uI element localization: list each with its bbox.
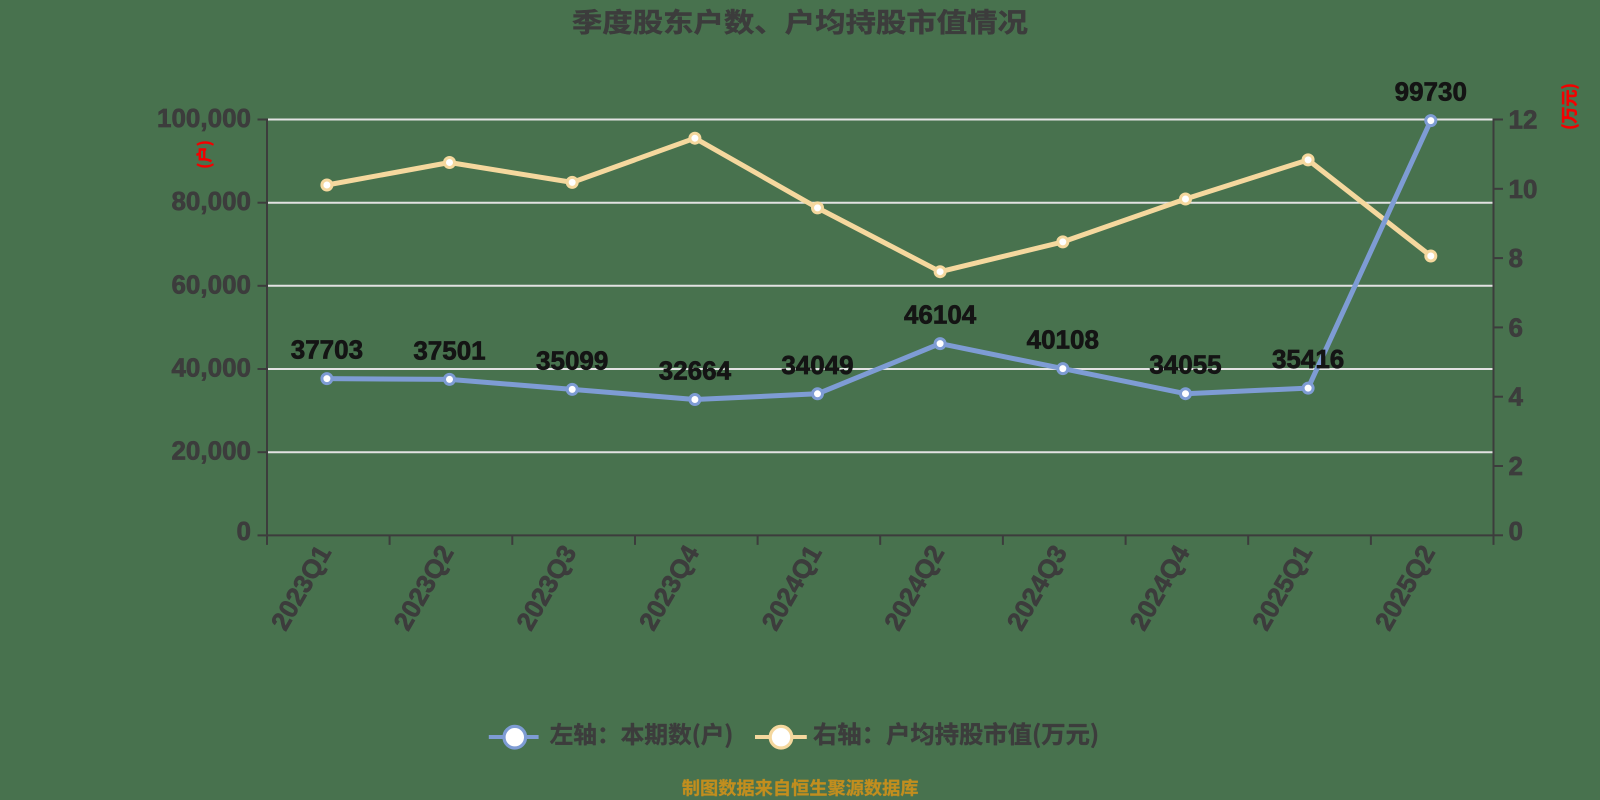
svg-text:100,000: 100,000 xyxy=(157,103,251,133)
svg-text:12: 12 xyxy=(1509,105,1538,135)
svg-text:34049: 34049 xyxy=(781,350,853,380)
svg-text:2024Q2: 2024Q2 xyxy=(878,540,950,635)
svg-text:6: 6 xyxy=(1509,312,1523,342)
svg-text:4: 4 xyxy=(1509,382,1524,412)
svg-text:99730: 99730 xyxy=(1395,77,1467,107)
svg-text:10: 10 xyxy=(1509,174,1538,204)
svg-text:2025Q1: 2025Q1 xyxy=(1246,540,1318,635)
svg-text:0: 0 xyxy=(1509,516,1523,546)
svg-text:2023Q4: 2023Q4 xyxy=(633,540,706,636)
svg-text:2: 2 xyxy=(1509,451,1523,481)
svg-text:37703: 37703 xyxy=(291,335,363,365)
svg-text:2025Q2: 2025Q2 xyxy=(1369,540,1441,635)
svg-text:34055: 34055 xyxy=(1149,350,1221,380)
svg-text:2024Q3: 2024Q3 xyxy=(1001,540,1073,635)
svg-text:20,000: 20,000 xyxy=(171,436,251,466)
svg-text:37501: 37501 xyxy=(413,335,485,365)
svg-text:32664: 32664 xyxy=(659,356,732,386)
svg-text:0: 0 xyxy=(237,516,251,546)
svg-text:2023Q2: 2023Q2 xyxy=(387,540,459,635)
svg-text:40,000: 40,000 xyxy=(171,353,251,383)
svg-text:2024Q1: 2024Q1 xyxy=(755,540,827,635)
svg-text:35099: 35099 xyxy=(536,345,608,375)
svg-text:40108: 40108 xyxy=(1027,325,1099,355)
svg-text:35416: 35416 xyxy=(1272,344,1344,374)
svg-text:80,000: 80,000 xyxy=(171,186,251,216)
svg-text:2023Q1: 2023Q1 xyxy=(265,540,337,635)
svg-text:2023Q3: 2023Q3 xyxy=(510,540,582,635)
svg-text:8: 8 xyxy=(1509,243,1523,273)
svg-text:2024Q4: 2024Q4 xyxy=(1123,540,1196,636)
svg-text:46104: 46104 xyxy=(904,300,977,330)
svg-text:60,000: 60,000 xyxy=(171,269,251,299)
